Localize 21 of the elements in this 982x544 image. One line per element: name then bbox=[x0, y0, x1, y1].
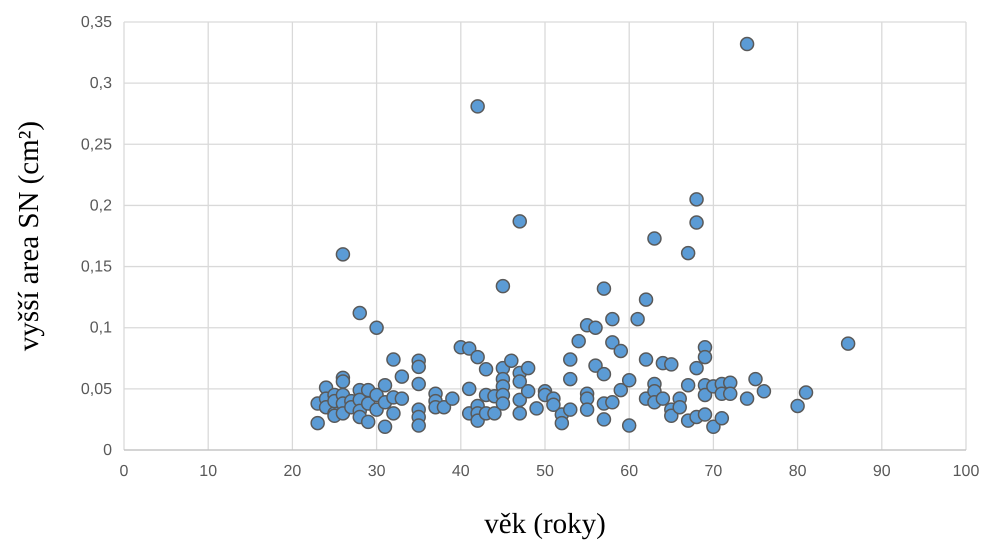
x-tick-label: 0 bbox=[120, 463, 129, 480]
y-tick-label: 0 bbox=[103, 442, 112, 459]
y-tick-label: 0,1 bbox=[90, 320, 112, 337]
x-tick-label: 90 bbox=[872, 463, 891, 480]
x-tick-label: 100 bbox=[952, 463, 980, 480]
x-tick-label: 50 bbox=[536, 463, 554, 480]
x-tick-label: 70 bbox=[704, 463, 722, 480]
y-tick-label: 0,25 bbox=[80, 136, 112, 154]
x-tick-label: 80 bbox=[788, 463, 807, 480]
y-tick-label: 0,2 bbox=[90, 197, 112, 214]
x-axis-title: věk (roky) bbox=[484, 508, 606, 540]
y-tick-label: 0,15 bbox=[80, 258, 112, 276]
y-tick-label: 0,3 bbox=[90, 75, 112, 92]
y-axis-title: vyšší area SN (cm²) bbox=[13, 120, 45, 352]
y-tick-label: 0,05 bbox=[80, 380, 112, 398]
x-tick-label: 20 bbox=[284, 463, 302, 480]
x-tick-label: 40 bbox=[452, 463, 470, 480]
y-tick-label: 0,35 bbox=[80, 14, 112, 31]
x-tick-label: 10 bbox=[199, 463, 218, 480]
x-tick-label: 30 bbox=[368, 463, 386, 480]
x-tick-label: 60 bbox=[620, 463, 638, 480]
